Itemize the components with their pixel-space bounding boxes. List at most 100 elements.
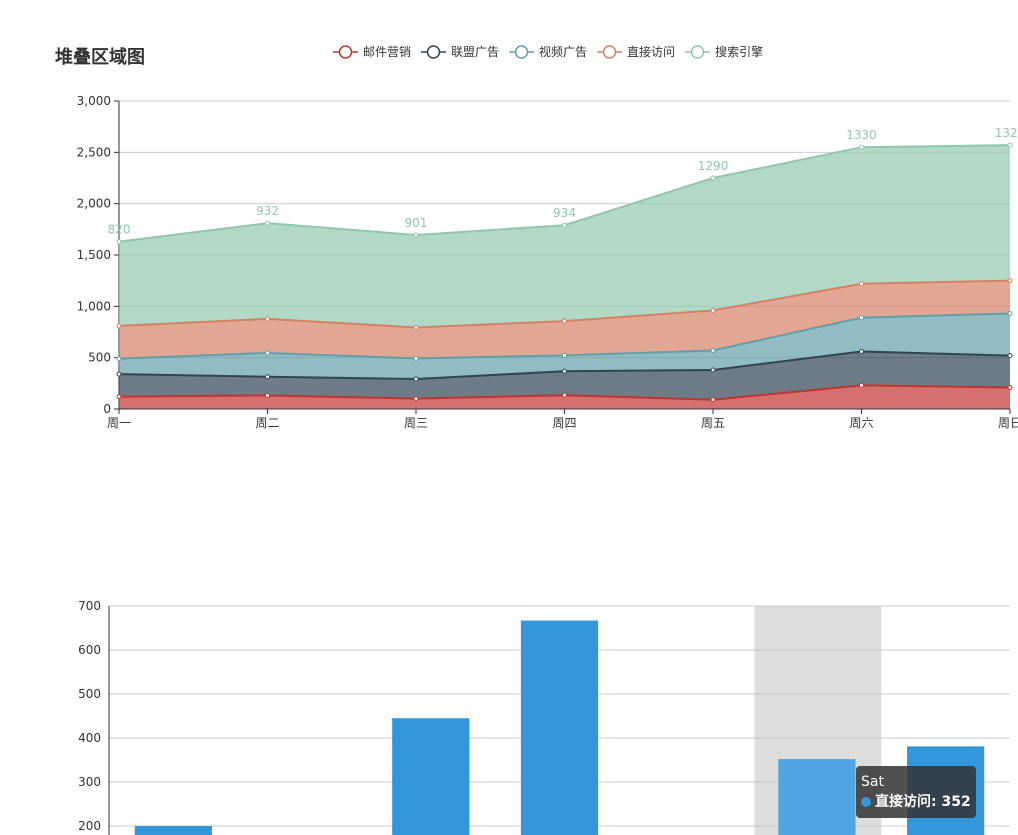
data-point [413, 324, 419, 330]
x-tick-label: 周二 [255, 416, 279, 430]
data-point [413, 396, 419, 402]
data-point [413, 376, 419, 382]
tooltip-value: 352 [941, 794, 971, 810]
data-label: 1290 [698, 159, 729, 173]
legend-label: 联盟广告 [451, 45, 500, 59]
area-3 [119, 280, 1010, 359]
y-tick-label: 500 [78, 687, 101, 701]
y-tick-label: 500 [88, 351, 111, 365]
data-point [116, 239, 122, 245]
legend-circle [338, 44, 353, 59]
data-point [859, 382, 864, 388]
tooltip-category: Sat [861, 774, 884, 790]
data-point [562, 352, 567, 358]
data-point [116, 394, 122, 400]
legend-label: 直接访问 [627, 45, 676, 59]
data-point [710, 397, 716, 403]
data-point [710, 347, 716, 353]
data-point [265, 392, 270, 398]
chart-title: 堆叠区域图 [55, 47, 145, 68]
tooltip-row: 直接访问: 352 [861, 792, 971, 812]
y-tick-label: 1,000 [77, 299, 111, 313]
area-1 [119, 351, 1010, 400]
data-point [1007, 311, 1013, 317]
data-point [859, 315, 864, 321]
bar-chart: 200 300 400 500 600 700 [78, 599, 1010, 835]
data-label: 1320 [995, 126, 1018, 140]
data-point [116, 356, 122, 362]
tooltip: Sat 直接访问: 352 [856, 766, 976, 818]
bar [520, 620, 599, 835]
x-tick-label: 周日 [998, 416, 1018, 430]
legend-circle [690, 44, 705, 59]
data-point [562, 222, 567, 228]
y-tick-label: 3,000 [77, 94, 111, 108]
y-tick-label: 700 [78, 599, 101, 613]
data-point [859, 349, 864, 355]
data-label: 820 [108, 223, 131, 237]
x-tick-label: 周三 [404, 416, 428, 430]
bar [392, 718, 470, 835]
x-tick-label: 周一 [107, 416, 131, 430]
data-point [265, 316, 270, 322]
data-label: 1330 [846, 128, 877, 142]
data-point [116, 371, 122, 377]
legend-circle [426, 44, 441, 59]
legend-item[interactable]: 搜索引擎 [685, 43, 763, 60]
legend-label: 搜索引擎 [715, 45, 764, 59]
legend-marker-icon [597, 44, 623, 59]
data-label: 901 [405, 216, 428, 230]
legend-marker-icon [685, 44, 711, 59]
x-tick-label: 周五 [701, 416, 725, 430]
tooltip-series: 直接访问 [875, 794, 931, 810]
data-point [859, 144, 864, 150]
legend-circle [602, 44, 617, 59]
data-point [265, 350, 270, 356]
data-point [265, 374, 270, 380]
area-4 [119, 145, 1010, 328]
data-point [1007, 278, 1013, 284]
legend-item[interactable]: 邮件营销 [333, 43, 411, 60]
data-point [562, 318, 567, 324]
data-point [562, 392, 567, 398]
y-tick-label: 2,500 [77, 145, 111, 159]
data-point [413, 232, 419, 238]
y-tick-label: 600 [78, 643, 101, 657]
data-point [1007, 142, 1013, 148]
data-point [859, 281, 864, 287]
legend-label: 视频广告 [539, 45, 588, 59]
data-point [413, 355, 419, 361]
data-point [710, 175, 716, 181]
data-point [265, 220, 270, 226]
data-point [1007, 353, 1013, 359]
area-2 [119, 313, 1010, 380]
y-tick-label: 300 [78, 775, 101, 789]
data-point [710, 307, 716, 313]
data-label: 934 [553, 206, 576, 220]
data-point [710, 367, 716, 373]
data-point [1007, 384, 1013, 390]
x-tick-label: 周四 [552, 416, 576, 430]
bar [778, 759, 856, 835]
y-tick-label: 0 [103, 402, 111, 416]
data-point [562, 368, 567, 374]
y-tick-label: 200 [78, 819, 101, 833]
y-tick-label: 400 [78, 731, 101, 745]
legend-item[interactable]: 视频广告 [509, 43, 587, 60]
y-tick-label: 2,000 [77, 197, 111, 211]
legend-label: 邮件营销 [363, 45, 412, 59]
x-tick-label: 周六 [849, 416, 873, 430]
stacked-area-chart: 0 500 1,000 1,500 2,000 2,500 3,000 820 932 901 93… [77, 94, 1018, 430]
legend-item[interactable]: 联盟广告 [421, 43, 499, 60]
tooltip-dot-icon [861, 797, 871, 807]
legend-marker-icon [421, 44, 447, 59]
data-label: 932 [256, 204, 279, 218]
legend-item[interactable]: 直接访问 [597, 43, 675, 60]
bar [134, 826, 212, 835]
legend-marker-icon [333, 44, 358, 59]
y-tick-label: 1,500 [77, 248, 111, 262]
data-point [116, 323, 122, 329]
legend: 邮件营销 联盟广告 视频广告 直接访问 搜索引擎 [333, 43, 773, 60]
legend-circle [514, 44, 529, 59]
legend-marker-icon [509, 44, 535, 59]
